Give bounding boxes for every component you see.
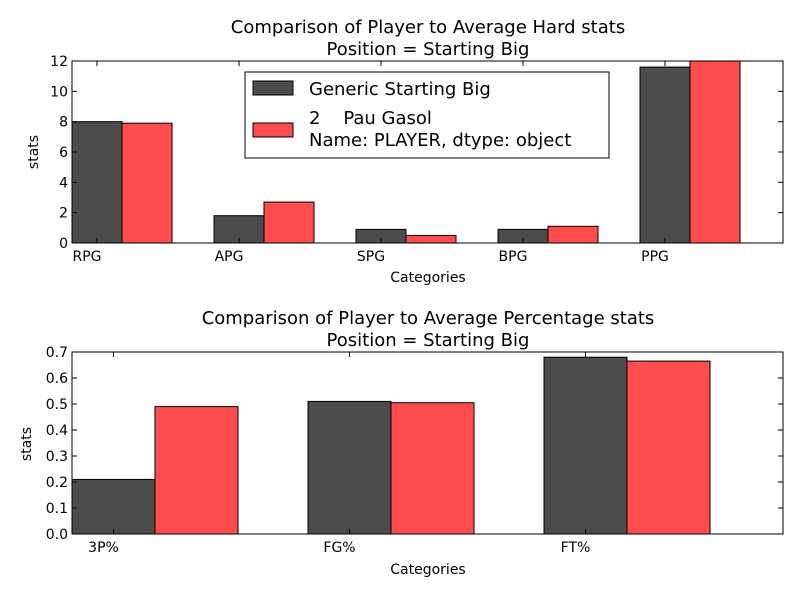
chart2-bar-s1-FT% xyxy=(626,360,711,535)
chart1-bar-s0-RPG xyxy=(71,121,123,244)
chart1-ytick-label: 10 xyxy=(50,84,68,100)
chart2-bar-s0-FT% xyxy=(543,356,628,535)
chart1-bar-s1-SPG xyxy=(405,234,457,244)
chart2-plot: 0.0 0.1 0.2 0.3 0.4 0.5 0.6 0.7 3P% FG% FT% xyxy=(46,345,784,556)
chart1-bar-s1-APG xyxy=(263,201,315,244)
chart2-axes-frame xyxy=(71,351,784,535)
chart2-bar-s0-FG% xyxy=(307,400,392,535)
legend-swatch-generic xyxy=(252,80,294,96)
chart2-ylabel: stats xyxy=(19,427,35,461)
chart1-xtick-label-PPG: PPG xyxy=(641,249,669,265)
chart1-subtitle: Position = Starting Big xyxy=(327,39,530,60)
chart1-ytick-label: 6 xyxy=(59,145,68,161)
chart2-xlabel: Categories xyxy=(390,562,465,578)
chart1-title: Comparison of Player to Average Hard sta… xyxy=(231,17,625,38)
chart2-ytick-label: 0.6 xyxy=(46,371,68,387)
chart1-ytick-label: 0 xyxy=(59,236,68,252)
chart2-xtick-label-FT%: FT% xyxy=(561,540,591,556)
chart2-subtitle: Position = Starting Big xyxy=(327,330,530,351)
chart1-bar-s1-PPG xyxy=(689,60,741,244)
legend-box xyxy=(244,71,610,159)
chart2-bar-s1-FG% xyxy=(390,402,475,535)
chart1-bar-s1-BPG xyxy=(547,225,599,244)
chart2-ytick-label: 0.7 xyxy=(46,345,68,361)
chart1-xtick-label-SPG: SPG xyxy=(357,249,385,265)
chart2-xtick-label-3P%: 3P% xyxy=(88,540,119,556)
legend-label-generic: Generic Starting Big xyxy=(309,79,491,100)
chart2-ytick-label: 0.1 xyxy=(46,501,68,517)
chart1-ytick-label: 4 xyxy=(59,175,68,191)
chart1-xtick-label-BPG: BPG xyxy=(499,249,528,265)
legend-label-player: 2 Pau Gasol xyxy=(309,108,432,129)
chart1-xtick-label-RPG: RPG xyxy=(72,249,101,265)
chart2-bar-s0-3P% xyxy=(71,478,156,535)
chart1-plot: 0 2 4 6 8 10 12 RPG APG SPG BPG PPG xyxy=(50,54,784,265)
chart1-bar-s1-RPG xyxy=(121,122,173,244)
legend-swatch-player xyxy=(252,122,294,138)
chart1-ytick-label: 12 xyxy=(50,54,68,70)
chart2-title: Comparison of Player to Average Percenta… xyxy=(202,308,655,329)
chart2-ytick-label: 0.5 xyxy=(46,397,68,413)
chart1-ytick-label: 2 xyxy=(59,206,68,222)
chart1-ytick-label: 8 xyxy=(59,115,68,131)
chart2-ytick-label: 0.3 xyxy=(46,449,68,465)
chart1-bar-s0-PPG xyxy=(639,66,691,244)
chart1-xlabel: Categories xyxy=(390,270,465,286)
chart2-ytick-label: 0.0 xyxy=(46,527,68,543)
chart1-ylabel: stats xyxy=(26,135,42,169)
legend-label-player-line2: Name: PLAYER, dtype: object xyxy=(309,130,571,151)
chart2-ytick-label: 0.2 xyxy=(46,475,68,491)
chart2-bar-s1-3P% xyxy=(154,406,239,535)
chart1-xtick-label-APG: APG xyxy=(215,249,244,265)
chart2-ytick-label: 0.4 xyxy=(46,423,68,439)
chart2-xtick-label-FG%: FG% xyxy=(323,540,355,556)
chart1-legend: Generic Starting Big 2 Pau Gasol Name: P… xyxy=(244,71,610,159)
